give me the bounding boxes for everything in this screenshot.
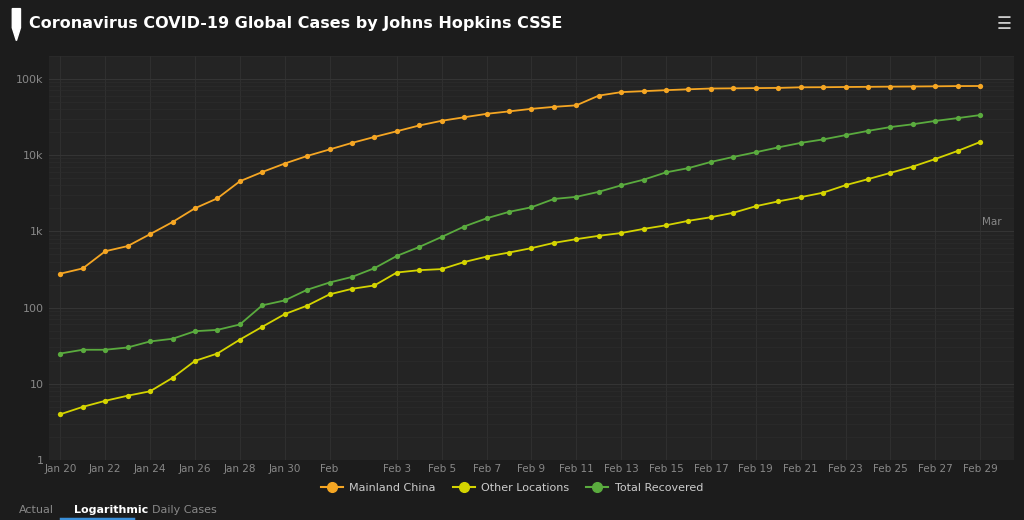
Text: ☰: ☰ bbox=[996, 15, 1012, 33]
Polygon shape bbox=[12, 9, 20, 41]
Text: Daily Cases: Daily Cases bbox=[152, 505, 216, 515]
Legend: Mainland China, Other Locations, Total Recovered: Mainland China, Other Locations, Total R… bbox=[316, 479, 708, 498]
Text: Coronavirus COVID-19 Global Cases by Johns Hopkins CSSE: Coronavirus COVID-19 Global Cases by Joh… bbox=[29, 17, 562, 31]
Text: Mar: Mar bbox=[982, 217, 1001, 227]
Text: Actual: Actual bbox=[18, 505, 53, 515]
Text: Logarithmic: Logarithmic bbox=[74, 505, 148, 515]
